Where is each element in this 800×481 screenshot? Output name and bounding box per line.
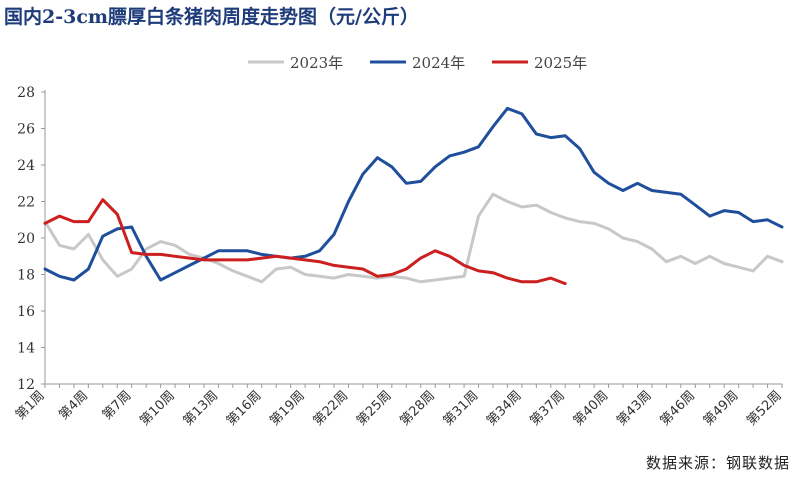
x-tick-label: 第13周 bbox=[181, 388, 222, 429]
x-tick-label: 第7周 bbox=[100, 388, 135, 423]
x-tick-label: 第10周 bbox=[137, 388, 178, 429]
legend-label: 2025年 bbox=[534, 54, 587, 72]
series-lines bbox=[43, 106, 784, 286]
series-line-2024年 bbox=[43, 106, 784, 282]
source-note: 数据来源：钢联数据 bbox=[645, 454, 790, 472]
y-tick-label: 20 bbox=[17, 231, 35, 247]
x-tick-label: 第43周 bbox=[614, 388, 655, 429]
y-tick-label: 24 bbox=[17, 158, 35, 174]
x-tick-label: 第16周 bbox=[224, 388, 265, 429]
x-tick-label: 第37周 bbox=[527, 388, 568, 429]
series-line-2023年 bbox=[43, 192, 784, 284]
x-tick-label: 第52周 bbox=[744, 388, 785, 429]
axes: 121416182022242628第1周 第4周 第7周 第10周 第13周 第16周第… bbox=[13, 85, 785, 429]
x-tick-label: 第46周 bbox=[657, 388, 698, 429]
legend-label: 2024年 bbox=[412, 54, 465, 72]
x-tick-label: 第28周 bbox=[397, 388, 438, 429]
y-tick-label: 14 bbox=[17, 341, 35, 357]
x-tick-label: 第1周 bbox=[13, 388, 48, 423]
x-tick-label: 第22周 bbox=[311, 388, 352, 429]
series-line-2025年 bbox=[43, 198, 567, 286]
y-tick-label: 16 bbox=[17, 304, 35, 320]
chart-title: 国内2-3cm膘厚白条猪肉周度走势图（元/公斤） bbox=[4, 6, 419, 28]
x-tick-label: 第4周 bbox=[56, 388, 91, 423]
y-tick-label: 28 bbox=[17, 85, 35, 101]
x-tick-label: 第49周 bbox=[701, 388, 742, 429]
legend-label: 2023年 bbox=[290, 54, 343, 72]
x-tick-label: 第40周 bbox=[571, 388, 612, 429]
y-tick-label: 12 bbox=[17, 377, 35, 393]
x-tick-label: 第31周 bbox=[441, 388, 482, 429]
y-tick-label: 18 bbox=[17, 268, 35, 284]
x-tick-label: 第19周 bbox=[267, 388, 308, 429]
legend: 2023年 2024年 2025年 bbox=[248, 54, 587, 72]
y-tick-label: 26 bbox=[17, 122, 35, 138]
x-tick-label: 第25周 bbox=[354, 388, 395, 429]
y-tick-label: 22 bbox=[17, 195, 35, 211]
x-tick-label: 第34周 bbox=[484, 388, 525, 429]
